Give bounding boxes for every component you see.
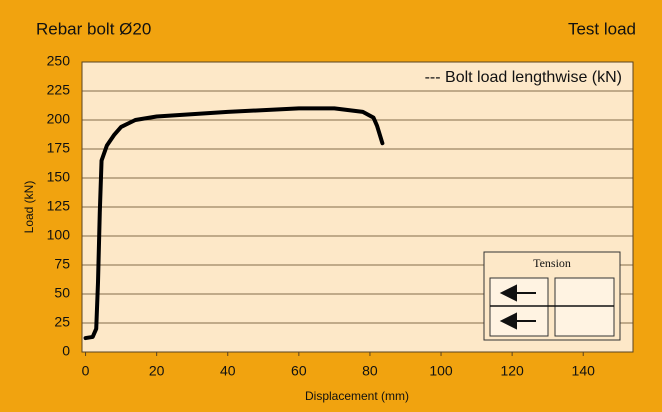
x-tick-label: 0 (82, 363, 90, 379)
y-tick-label: 25 (54, 314, 70, 330)
y-tick-label: 75 (54, 256, 70, 272)
y-tick-label: 125 (47, 198, 71, 214)
y-tick-label: 0 (62, 343, 70, 359)
y-tick-label: 150 (47, 169, 71, 185)
y-tick-label: 100 (47, 227, 71, 243)
x-tick-label: 140 (572, 363, 596, 379)
x-tick-label: 80 (362, 363, 378, 379)
x-tick-label: 40 (220, 363, 236, 379)
arrow (499, 312, 536, 330)
arrow (499, 284, 536, 302)
plot: 0 25 50 75 100 125 150 175 200 225 250 0 20 40 60 80 100… (47, 53, 633, 379)
y-tick-label: 50 (54, 285, 70, 301)
x-tick-label: 120 (500, 363, 524, 379)
chart-title: Rebar bolt Ø20 (36, 19, 151, 38)
y-axis-label: Load (kN) (22, 181, 36, 234)
x-tick-label: 20 (149, 363, 165, 379)
x-axis-label: Displacement (mm) (305, 389, 409, 403)
x-tick-label: 100 (429, 363, 453, 379)
legend-label: --- Bolt load lengthwise (kN) (425, 69, 622, 86)
y-tick-label: 225 (47, 82, 71, 98)
x-tick-label: 60 (291, 363, 307, 379)
y-tick-label: 200 (47, 111, 71, 127)
inset-part (554, 277, 615, 337)
inset-part (489, 277, 549, 337)
inset-label: Tension (533, 256, 571, 270)
inset: Tension (483, 251, 621, 341)
chart-subtitle: Test load (568, 19, 636, 38)
data-line (83, 106, 385, 341)
y-tick-label: 250 (47, 53, 71, 69)
y-tick-label: 175 (47, 140, 71, 156)
